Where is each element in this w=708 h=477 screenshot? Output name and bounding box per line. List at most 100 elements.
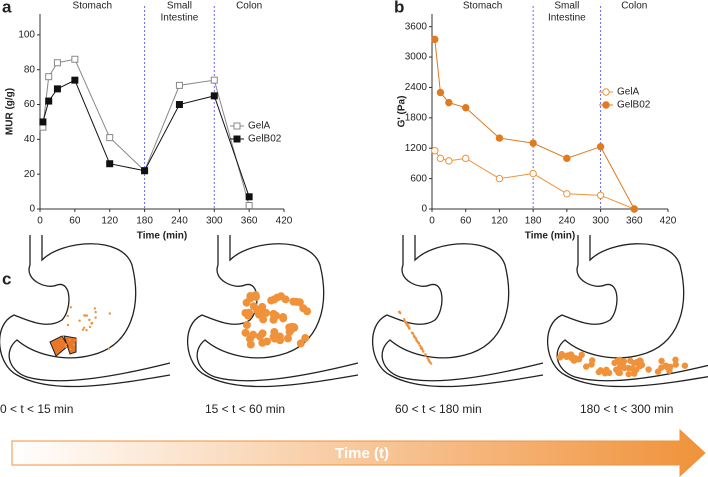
data-point: [495, 134, 504, 142]
data-point: [71, 76, 79, 84]
x-tick-label: 120: [491, 216, 508, 227]
legend-label: GelB02: [248, 134, 282, 145]
particle: [621, 364, 628, 372]
particle: [398, 311, 401, 314]
x-tick-label: 60: [69, 216, 81, 227]
particle: [428, 361, 432, 364]
data-point: [563, 190, 571, 198]
particle: [597, 367, 604, 374]
legend-label: GelB02: [617, 100, 651, 111]
data-point: [245, 193, 253, 201]
particle: [93, 307, 97, 310]
y-tick-label: 60: [24, 99, 36, 110]
data-point: [445, 98, 453, 107]
y-tick-label: 1800: [405, 112, 428, 123]
region-label: Intestine: [548, 13, 586, 24]
particle: [414, 337, 418, 340]
stage-label: 0 < t < 15 min: [0, 402, 73, 416]
legend-marker: [602, 101, 610, 109]
particle: [88, 325, 92, 329]
legend-marker: [602, 88, 610, 96]
stage-label: 60 < t < 180 min: [395, 402, 482, 416]
particle: [588, 361, 595, 368]
particle: [242, 321, 251, 330]
particle: [241, 328, 250, 337]
data-point: [45, 73, 53, 81]
particle: [255, 332, 264, 341]
legend-label: GelA: [617, 87, 640, 98]
x-tick-label: 420: [276, 216, 293, 227]
data-point: [45, 97, 53, 105]
particle: [424, 353, 427, 357]
x-axis-label: Time (min): [137, 231, 187, 242]
data-point: [245, 202, 253, 210]
particle: [72, 343, 76, 346]
particle: [403, 317, 406, 321]
legend-label: GelA: [248, 121, 271, 132]
particle: [75, 338, 78, 342]
particle: [658, 364, 665, 371]
legend-marker: [233, 135, 241, 143]
y-tick-label: 80: [24, 64, 36, 75]
particle: [276, 336, 285, 345]
data-point: [106, 134, 114, 142]
particle: [94, 310, 97, 314]
particle: [667, 363, 674, 371]
x-tick-label: 300: [592, 216, 609, 227]
region-label: Small: [167, 1, 192, 12]
y-tick-label: 0: [421, 204, 427, 215]
particle: [417, 342, 421, 345]
particle: [404, 321, 408, 324]
data-point: [175, 81, 183, 89]
data-point: [175, 101, 183, 109]
x-tick-label: 420: [660, 216, 677, 227]
particle: [66, 323, 70, 327]
y-axis-label: G' (Pa): [397, 96, 408, 128]
particle: [301, 334, 310, 343]
data-point: [529, 139, 537, 147]
data-point: [529, 169, 537, 178]
series-line: [42, 79, 250, 197]
x-tick-label: 240: [171, 216, 188, 227]
particle: [630, 370, 638, 377]
panel-label: b: [394, 0, 404, 16]
particle: [418, 344, 422, 347]
data-point: [495, 174, 504, 183]
particle: [603, 366, 610, 374]
data-point: [462, 104, 470, 112]
x-tick-label: 0: [429, 216, 435, 227]
y-axis-label: MUR (g/g): [5, 88, 16, 135]
data-point: [53, 85, 61, 93]
particle: [90, 321, 94, 325]
gel-piece: [49, 335, 77, 357]
region-label: Small: [554, 1, 579, 12]
particle: [415, 339, 419, 343]
x-tick-label: 60: [460, 216, 472, 227]
particle: [570, 357, 578, 364]
particle: [426, 357, 429, 360]
data-point: [445, 157, 453, 165]
particle: [672, 356, 679, 363]
y-tick-label: 20: [24, 169, 36, 180]
region-label: Stomach: [463, 1, 502, 12]
panel-c: c 0 < t < 15 min 15 < t < 60 min 60 < t …: [0, 234, 708, 477]
particle: [281, 295, 290, 304]
y-tick-label: 0: [29, 204, 35, 215]
particle: [292, 297, 301, 306]
particle: [558, 350, 565, 358]
region-label: Intestine: [161, 13, 199, 24]
particle: [617, 360, 624, 367]
x-tick-label: 300: [206, 216, 223, 227]
data-point: [71, 55, 79, 63]
particle: [246, 335, 255, 344]
particle: [410, 331, 414, 334]
particle: [296, 339, 305, 348]
particle: [299, 304, 308, 313]
region-label: Colon: [621, 1, 647, 12]
particle: [88, 318, 91, 322]
arrow-label: Time (t): [335, 445, 389, 462]
panel-label: c: [2, 269, 11, 288]
particle: [253, 306, 262, 315]
particle: [82, 326, 86, 329]
